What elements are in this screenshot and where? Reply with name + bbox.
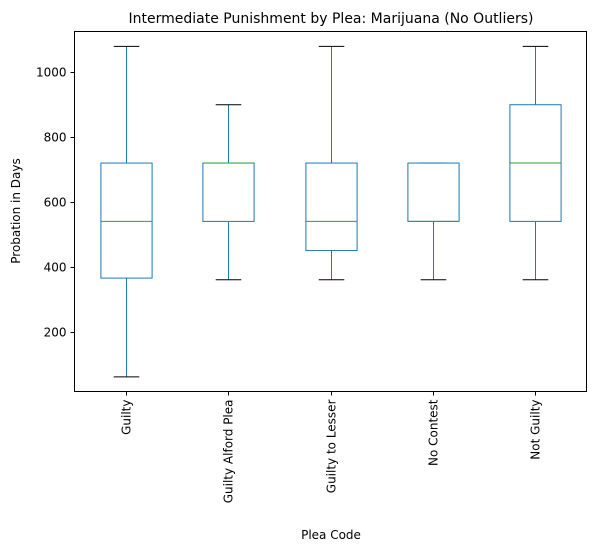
- x-tick-label: Guilty: [120, 400, 134, 435]
- chart-title: Intermediate Punishment by Plea: Marijua…: [129, 11, 534, 27]
- y-tick-label: 600: [44, 196, 67, 210]
- x-tick-label: Guilty to Lesser: [325, 399, 339, 493]
- box-group: [100, 45, 153, 378]
- x-tick-label: Not Guilty: [529, 400, 543, 460]
- box-group: [407, 162, 460, 281]
- x-tick-label: No Contest: [427, 399, 441, 466]
- box-group: [202, 104, 255, 281]
- boxes-group: [100, 45, 562, 378]
- iqr-box: [100, 162, 153, 279]
- iqr-box: [305, 162, 358, 252]
- iqr-box: [407, 162, 460, 222]
- y-tick-label: 200: [44, 326, 67, 340]
- x-axis-label: Plea Code: [301, 528, 361, 542]
- x-axis: Guilty Guilty Alford Plea Guilty to Lesser…: [120, 391, 543, 504]
- x-tick-label: Guilty Alford Plea: [222, 400, 236, 504]
- y-axis: 200 400 600 800 1000: [36, 66, 75, 340]
- y-axis-label: Probation in Days: [9, 158, 23, 264]
- y-tick-label: 800: [44, 131, 67, 145]
- plot-area: [74, 31, 587, 392]
- y-tick-label: 1000: [36, 66, 67, 80]
- box-group: [305, 45, 358, 281]
- iqr-box: [202, 162, 255, 222]
- y-tick-label: 400: [44, 261, 67, 275]
- box-group: [509, 45, 562, 281]
